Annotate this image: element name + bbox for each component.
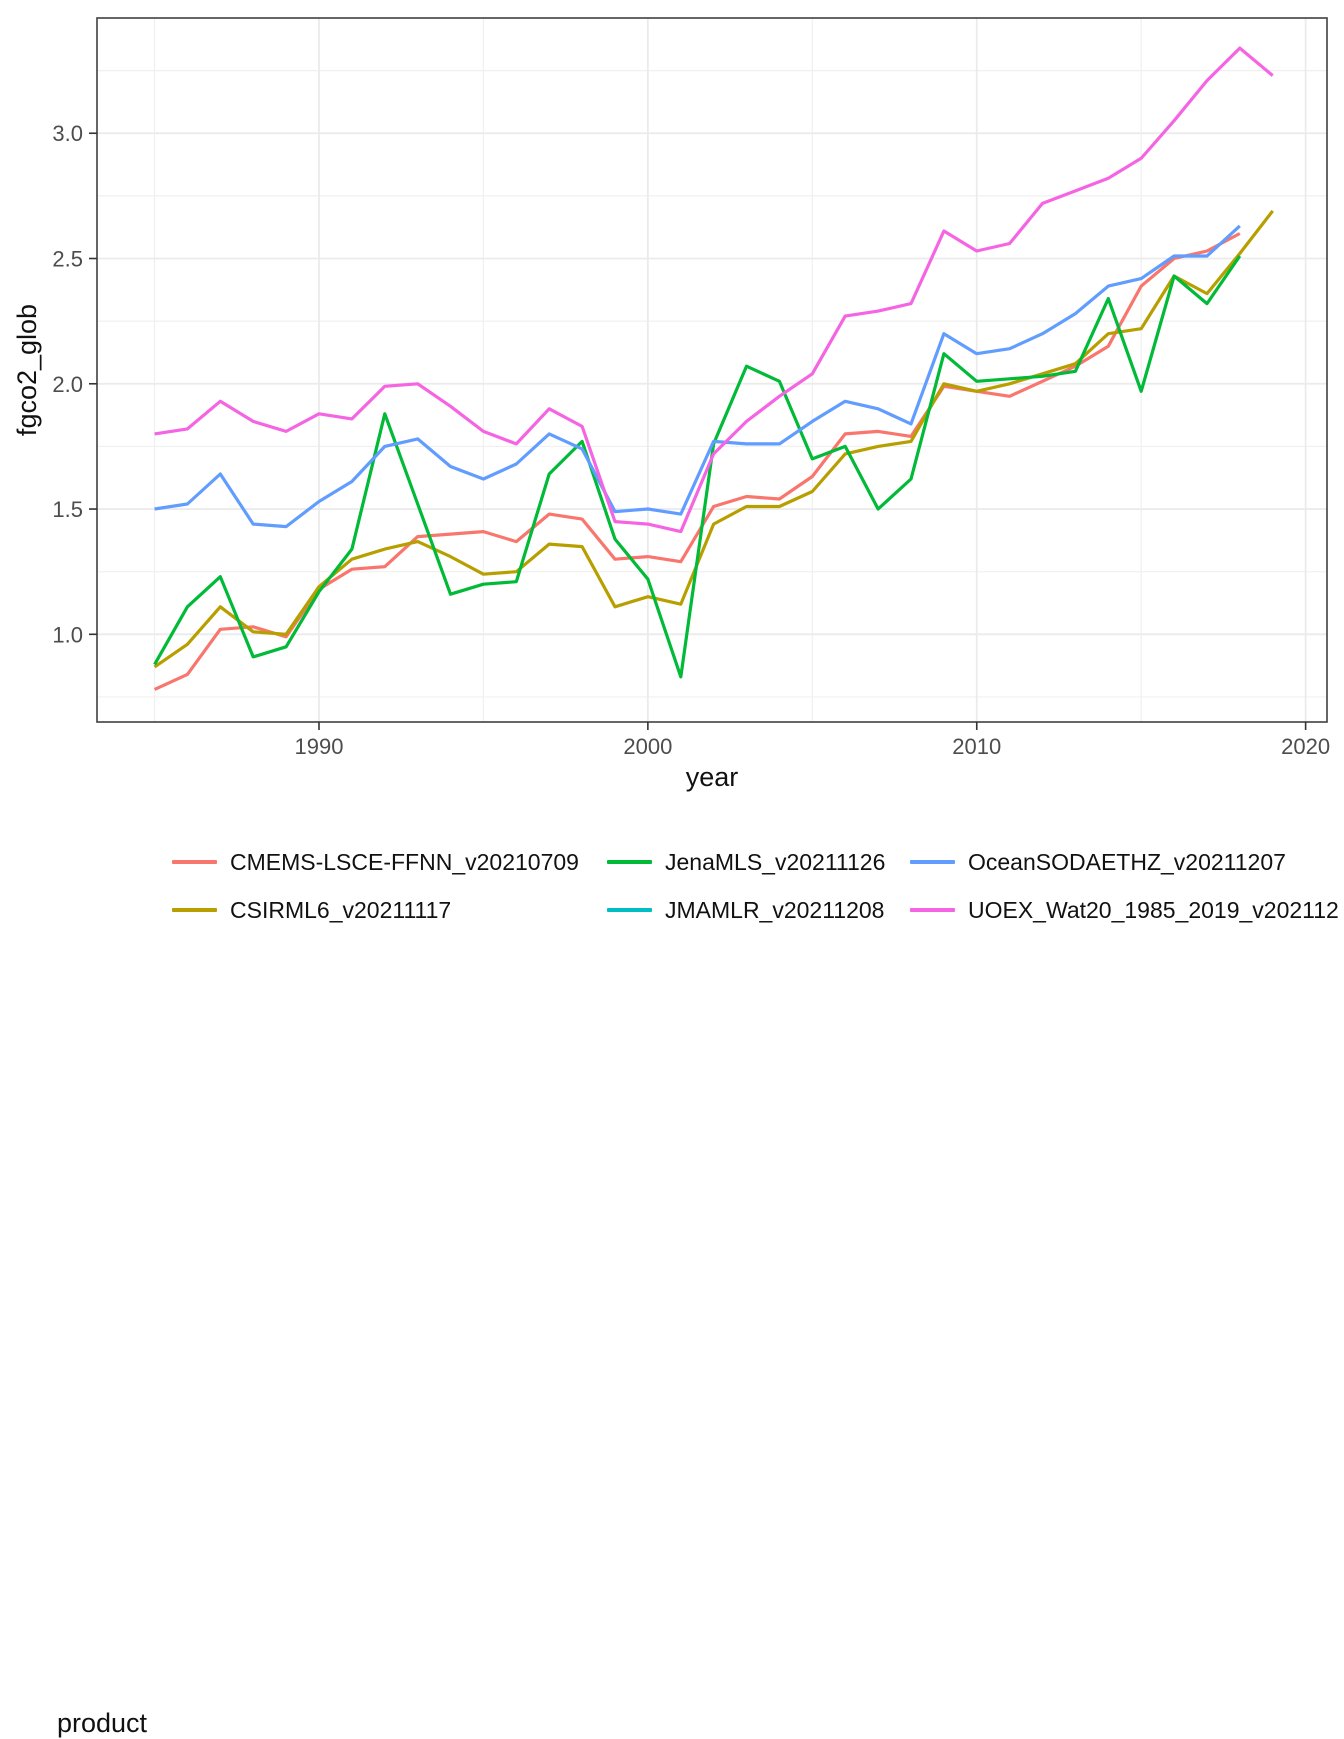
y-tick-label: 3.0 bbox=[52, 121, 83, 146]
x-tick-label: 1990 bbox=[295, 734, 344, 759]
legend-label: JenaMLS_v20211126 bbox=[665, 848, 886, 875]
series-line-UOEX_Wat20_1985_2019_v202112 bbox=[154, 46, 1274, 534]
x-tick-label: 2020 bbox=[1281, 734, 1330, 759]
x-tick-label: 2010 bbox=[952, 734, 1001, 759]
y-tick-label: 1.0 bbox=[52, 622, 83, 647]
legend-label: CMEMS-LSCE-FFNN_v20210709 bbox=[230, 848, 579, 875]
x-axis-title: year bbox=[686, 762, 739, 792]
plot-panel: 1990 2000 2010 2020 1.0 1.5 2.0 2.5 3.0 year fgco2… bbox=[12, 17, 1330, 792]
legend-key-line bbox=[172, 908, 217, 912]
legend-key-line bbox=[607, 908, 652, 912]
y-tick-label: 2.0 bbox=[52, 372, 83, 397]
legend-label: CSIRML6_v20211117 bbox=[230, 896, 452, 923]
legend: product CMEMS-LSCE-FFNN_v20210709 CSIRML6… bbox=[0, 836, 1344, 1739]
y-axis-title: fgco2_glob bbox=[12, 304, 42, 436]
legend-label: OceanSODAETHZ_v20211207 bbox=[968, 848, 1286, 875]
legend-item-CSIRML6_v20211117: CSIRML6_v20211117 bbox=[172, 896, 451, 924]
legend-item-OceanSODAETHZ_v20211207: OceanSODAETHZ_v20211207 bbox=[910, 848, 1286, 876]
series-line-JenaMLS_v20211126 bbox=[153, 255, 1242, 679]
line-chart-figure: 1990 2000 2010 2020 1.0 1.5 2.0 2.5 3.0 year fgco2… bbox=[0, 17, 1344, 1739]
y-tick-label: 2.5 bbox=[52, 247, 83, 272]
legend-item-UOEX_Wat20_1985_2019_v202112: UOEX_Wat20_1985_2019_v202112 bbox=[910, 896, 1339, 924]
legend-label: UOEX_Wat20_1985_2019_v202112 bbox=[968, 896, 1339, 923]
panel-border bbox=[96, 17, 1328, 723]
legend-label: JMAMLR_v20211208 bbox=[665, 896, 885, 923]
series-line-CSIRML6_v20211117 bbox=[153, 209, 1274, 669]
panel-background bbox=[97, 18, 1327, 722]
series-line-OceanSODAETHZ_v20211207 bbox=[154, 224, 1241, 529]
legend-key-line bbox=[910, 908, 955, 912]
legend-key-line bbox=[172, 860, 217, 864]
legend-item-CMEMS-LSCE-FFNN_v20210709: CMEMS-LSCE-FFNN_v20210709 bbox=[172, 848, 579, 876]
y-tick-label: 1.5 bbox=[52, 497, 83, 522]
legend-key-line bbox=[910, 860, 955, 864]
legend-title: product bbox=[57, 1708, 148, 1738]
legend-item-JenaMLS_v20211126: JenaMLS_v20211126 bbox=[607, 848, 885, 876]
legend-item-JMAMLR_v20211208: JMAMLR_v20211208 bbox=[607, 896, 884, 924]
legend-key-line bbox=[607, 860, 652, 864]
x-tick-label: 2000 bbox=[623, 734, 672, 759]
